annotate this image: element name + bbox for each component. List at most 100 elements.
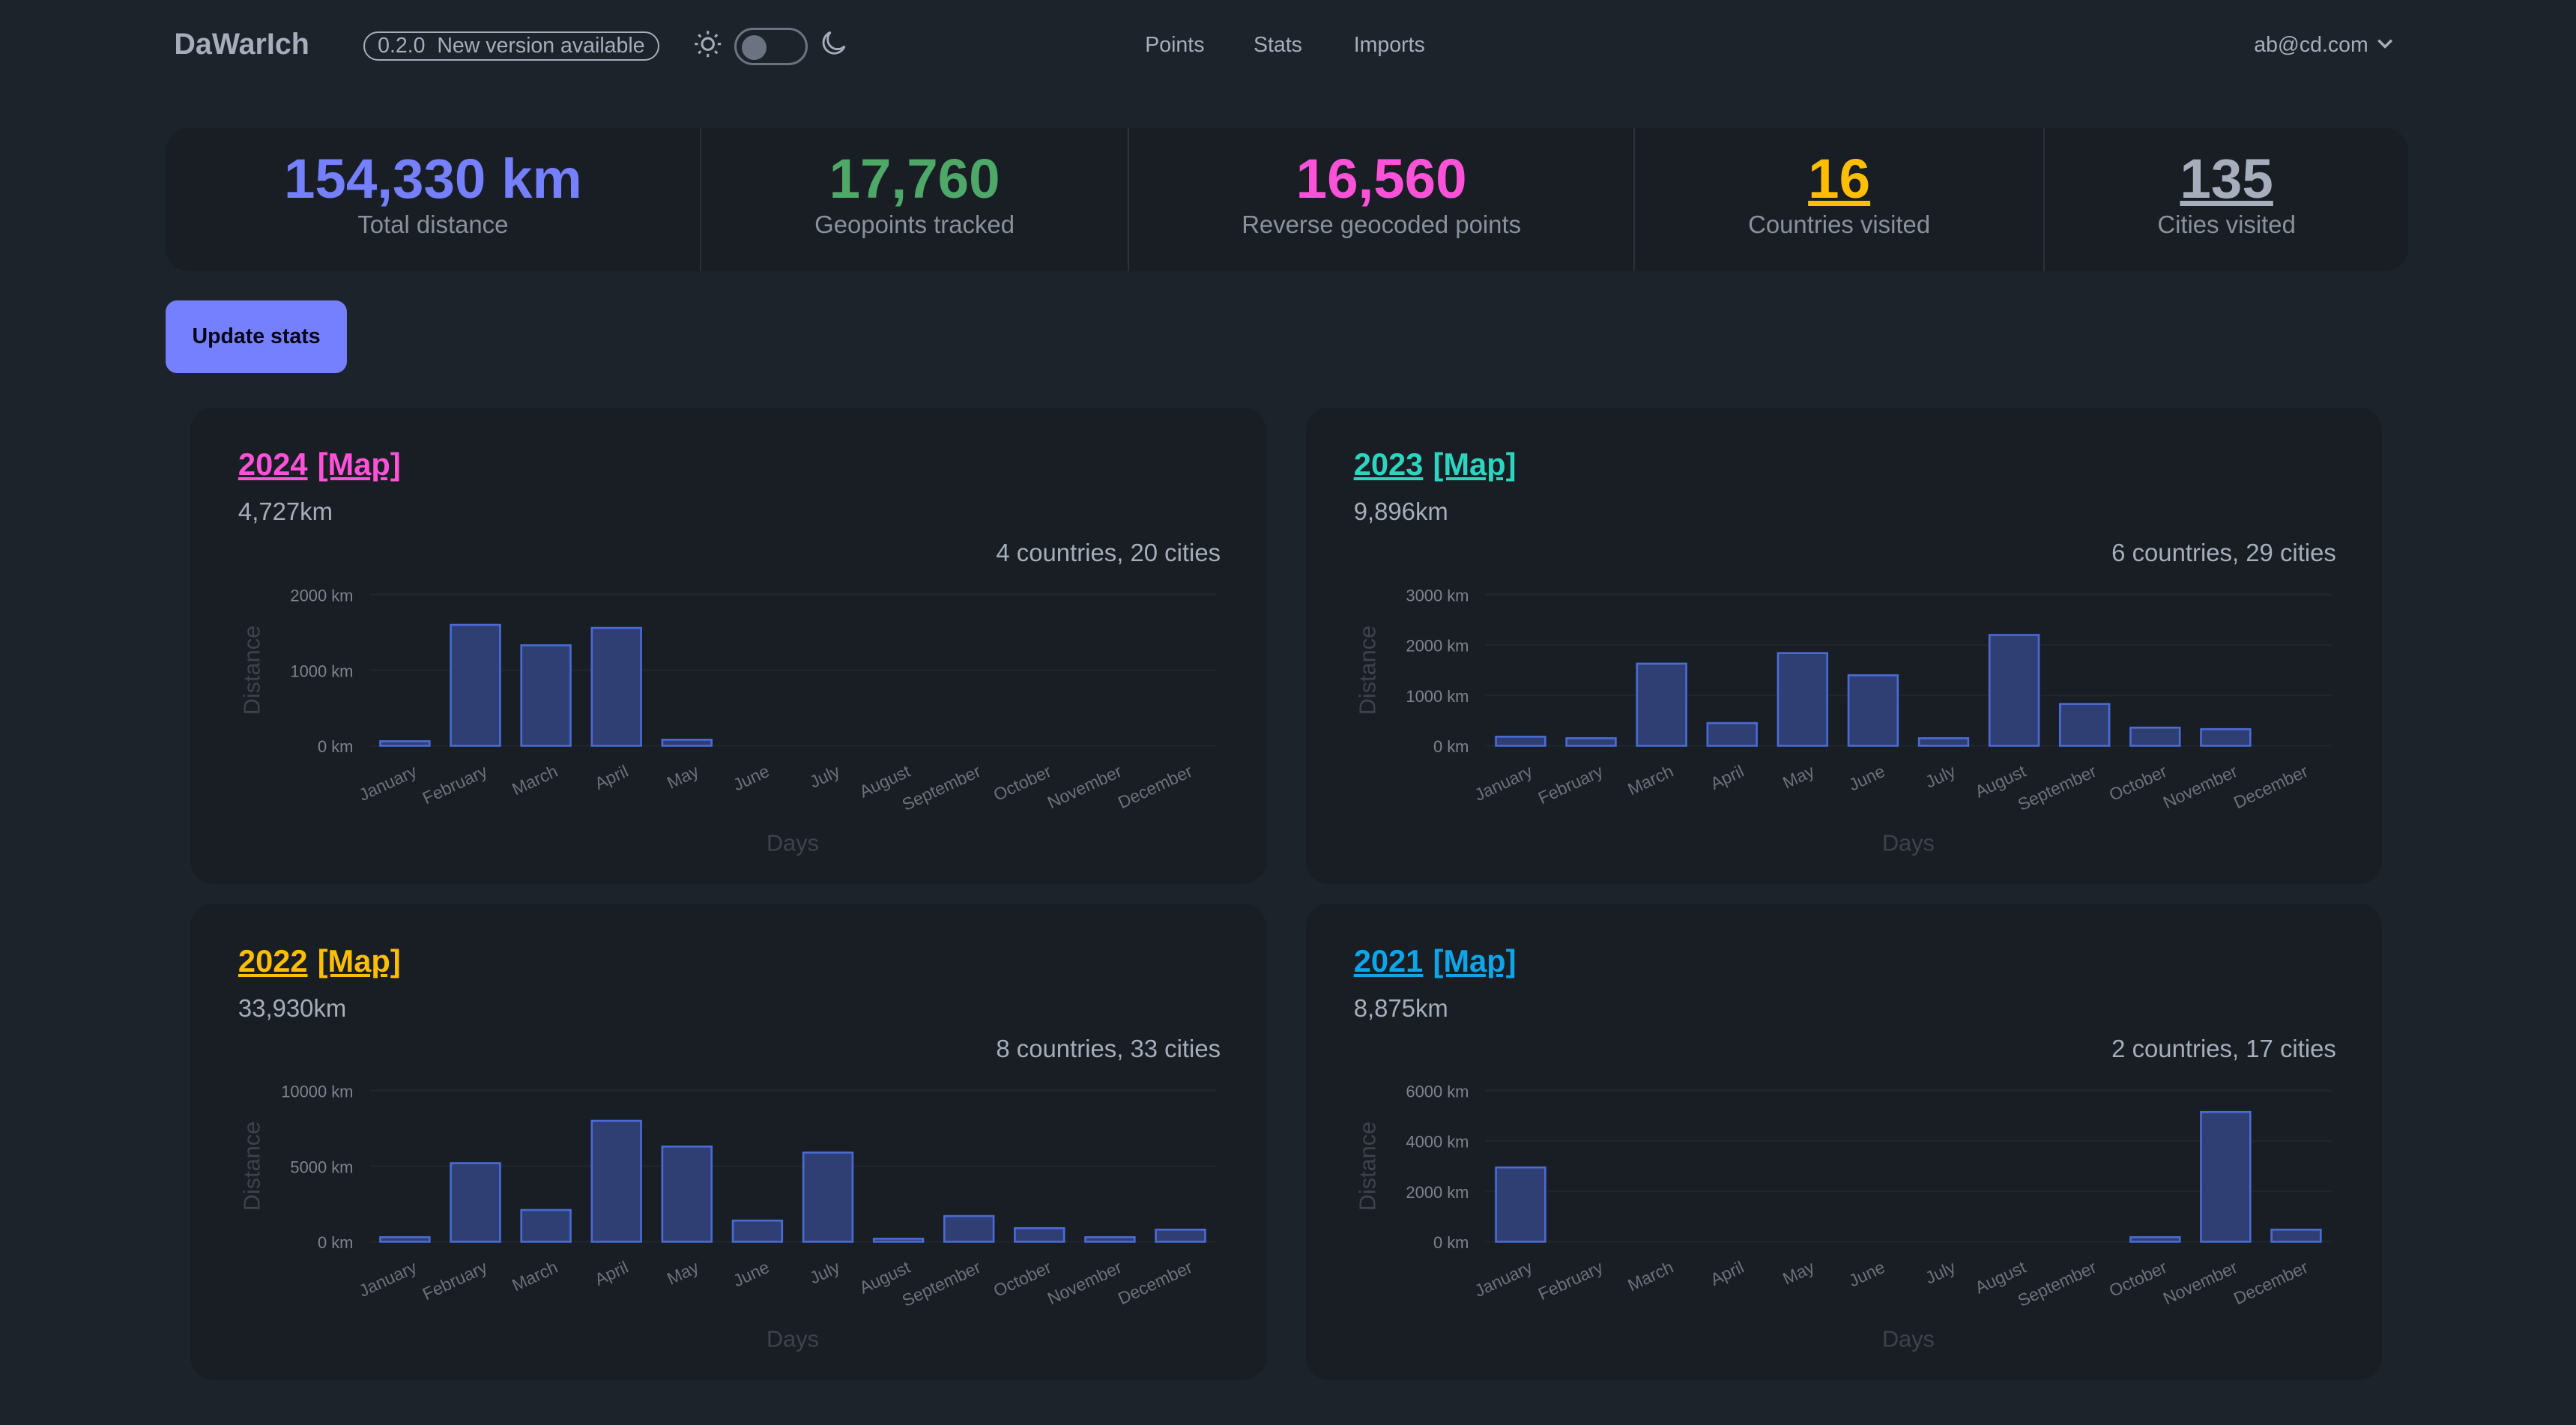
bar-february[interactable] xyxy=(450,623,501,747)
x-tick-label: April xyxy=(592,1257,632,1289)
bar-january[interactable] xyxy=(1494,1167,1546,1243)
year-title: 2022 [Map] xyxy=(238,943,411,979)
bar-december[interactable] xyxy=(1155,1229,1206,1243)
map-link[interactable]: [Map] xyxy=(317,943,401,978)
x-tick-label: September xyxy=(2015,761,2099,814)
y-tick-label: 10000 km xyxy=(281,1083,353,1101)
chevron-down-icon xyxy=(2377,39,2392,49)
stat-value: 16,560 xyxy=(1295,148,1467,211)
stat-countries[interactable]: 16 Countries visited xyxy=(1635,128,2045,271)
bar-october[interactable] xyxy=(1014,1227,1065,1243)
bar-september[interactable] xyxy=(2058,703,2111,747)
x-tick-label: July xyxy=(807,1257,844,1288)
countries-cities: 6 countries, 29 cities xyxy=(2111,539,2336,567)
year-distance: 8,875km xyxy=(1353,993,1448,1022)
x-tick-label: December xyxy=(2231,1257,2312,1309)
stat-value[interactable]: 16 xyxy=(1808,148,1871,211)
stat-cities[interactable]: 135 Cities visited xyxy=(2045,128,2408,271)
bar-september[interactable] xyxy=(943,1214,995,1243)
stat-label: Geopoints tracked xyxy=(814,210,1015,238)
stat-value: 17,760 xyxy=(829,148,1000,211)
x-tick-label: July xyxy=(1922,761,1959,792)
bar-may[interactable] xyxy=(1777,652,1828,747)
bar-january[interactable] xyxy=(1494,735,1546,747)
nav-points[interactable]: Points xyxy=(1145,32,1205,57)
x-tick-label: January xyxy=(1472,1257,1536,1301)
nav-stats[interactable]: Stats xyxy=(1253,32,1302,57)
y-axis-label: Distance xyxy=(1354,626,1380,715)
y-axis-label: Distance xyxy=(1354,1122,1380,1211)
x-tick-label: December xyxy=(1115,1257,1196,1309)
y-tick-label: 1000 km xyxy=(1406,687,1469,706)
year-link[interactable]: 2023 xyxy=(1353,447,1424,482)
year-distance: 9,896km xyxy=(1353,497,1448,526)
bar-may[interactable] xyxy=(661,739,713,747)
bar-august[interactable] xyxy=(872,1238,925,1243)
bar-april[interactable] xyxy=(590,1119,642,1243)
bar-march[interactable] xyxy=(520,1208,572,1243)
brand-logo[interactable]: DaWarIch xyxy=(174,28,309,61)
x-tick-label: October xyxy=(991,761,1054,805)
navbar: DaWarIch 0.2.0 New version available Poi… xyxy=(0,0,2576,92)
bar-november[interactable] xyxy=(2199,727,2252,747)
x-tick-label: June xyxy=(1845,1257,1887,1291)
bar-may[interactable] xyxy=(661,1146,713,1243)
bar-january[interactable] xyxy=(379,1236,431,1243)
map-link[interactable]: [Map] xyxy=(1433,447,1517,482)
bar-april[interactable] xyxy=(590,626,642,747)
countries-cities: 8 countries, 33 cities xyxy=(996,1035,1221,1063)
x-tick-label: November xyxy=(1044,1257,1125,1309)
x-tick-label: October xyxy=(991,1257,1054,1301)
y-tick-label: 1000 km xyxy=(290,662,353,680)
toggle-knob xyxy=(741,34,767,60)
x-tick-label: April xyxy=(1707,1257,1747,1289)
x-tick-label: September xyxy=(2015,1257,2099,1310)
x-axis-label: Days xyxy=(767,830,819,856)
year-card-2024: 2024 [Map] 4,727km 4 countries, 20 cities 0… xyxy=(190,407,1267,884)
x-tick-label: March xyxy=(1624,761,1676,799)
map-link[interactable]: [Map] xyxy=(1433,943,1517,978)
user-menu[interactable]: ab@cd.com xyxy=(2254,33,2395,58)
x-tick-label: January xyxy=(356,761,420,805)
year-title: 2023 [Map] xyxy=(1354,447,1526,482)
bar-november[interactable] xyxy=(1084,1236,1136,1243)
x-tick-label: May xyxy=(664,1257,702,1289)
x-tick-label: June xyxy=(1845,761,1887,795)
nav-imports[interactable]: Imports xyxy=(1353,32,1425,57)
bar-january[interactable] xyxy=(379,740,431,747)
x-tick-label: January xyxy=(1472,761,1536,805)
x-tick-label: December xyxy=(1115,761,1196,813)
bar-march[interactable] xyxy=(520,644,572,747)
bar-december[interactable] xyxy=(2270,1229,2322,1243)
bar-june[interactable] xyxy=(731,1220,784,1243)
bar-august[interactable] xyxy=(1988,634,2040,747)
y-tick-label: 5000 km xyxy=(290,1158,353,1176)
year-link[interactable]: 2022 xyxy=(238,943,308,978)
y-tick-label: 0 km xyxy=(318,1233,353,1252)
year-link[interactable]: 2024 xyxy=(238,447,308,482)
x-axis-label: Days xyxy=(1882,830,1935,856)
update-stats-button[interactable]: Update stats xyxy=(166,300,347,373)
year-link[interactable]: 2021 xyxy=(1353,943,1424,978)
bar-july[interactable] xyxy=(802,1152,854,1243)
version-badge[interactable]: 0.2.0 New version available xyxy=(363,31,660,61)
x-tick-label: February xyxy=(420,761,491,808)
bar-march[interactable] xyxy=(1636,662,1687,747)
bar-june[interactable] xyxy=(1847,674,1899,747)
bar-july[interactable] xyxy=(1917,737,1969,747)
sun-icon xyxy=(695,31,722,58)
bar-november[interactable] xyxy=(2199,1111,2252,1243)
bar-february[interactable] xyxy=(450,1162,501,1243)
stat-label: Total distance xyxy=(357,210,509,238)
x-axis-label: Days xyxy=(1882,1326,1935,1352)
theme-toggle[interactable] xyxy=(734,28,808,66)
y-tick-label: 3000 km xyxy=(1406,586,1469,605)
bar-february[interactable] xyxy=(1565,737,1617,747)
bar-october[interactable] xyxy=(2129,726,2181,747)
map-link[interactable]: [Map] xyxy=(317,447,401,482)
bar-october[interactable] xyxy=(2129,1236,2181,1243)
x-tick-label: February xyxy=(1535,761,1606,808)
bar-april[interactable] xyxy=(1706,721,1758,747)
stat-value[interactable]: 135 xyxy=(2180,148,2273,211)
